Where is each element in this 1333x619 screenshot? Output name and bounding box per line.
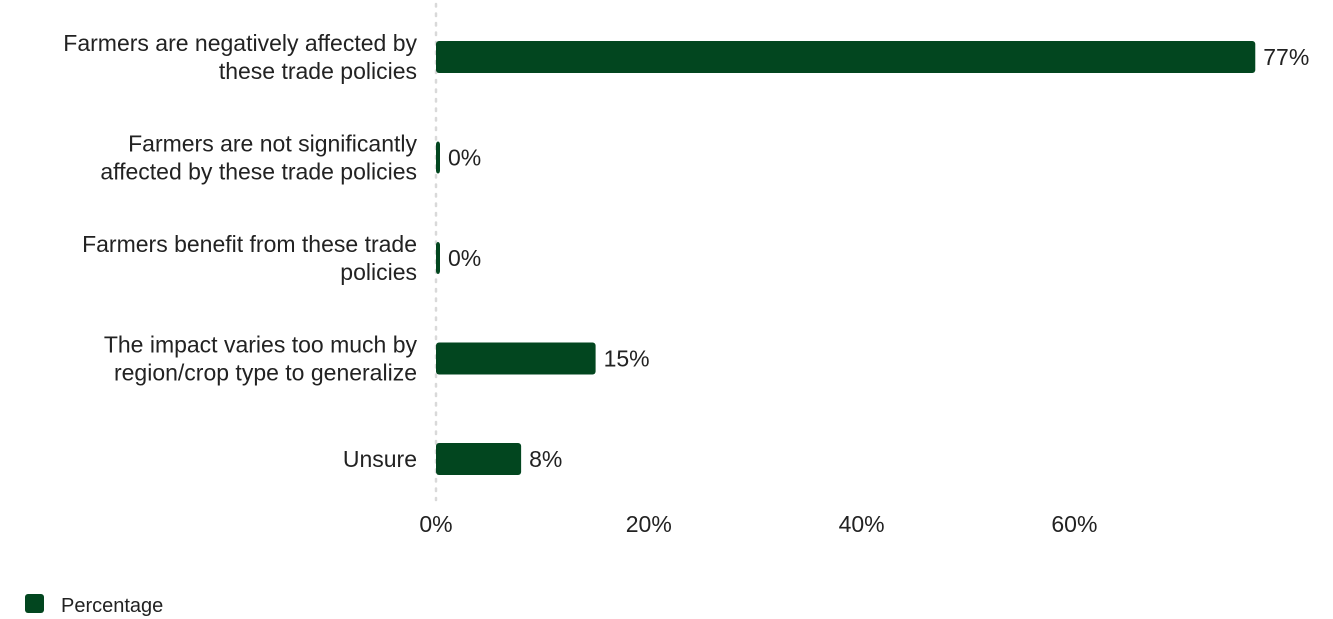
bar[interactable] <box>436 443 522 475</box>
category-label-line: these trade policies <box>219 58 417 84</box>
category-label: Farmers are negatively affected by these … <box>63 30 417 84</box>
category-label: Farmers benefit from these trade policies <box>82 231 417 285</box>
bar[interactable] <box>436 242 440 274</box>
bar[interactable] <box>436 342 596 375</box>
category-label-line: Farmers are not significantly <box>128 131 417 157</box>
data-label: 77% <box>1263 44 1309 70</box>
category-label: Unsure <box>343 446 417 472</box>
category-label-line: policies <box>340 259 417 285</box>
category-label: The impact varies too much by region/crop… <box>104 332 418 386</box>
data-label: 15% <box>604 346 650 372</box>
legend[interactable]: Percentage <box>25 594 163 617</box>
category-label-line: affected by these trade policies <box>100 159 417 185</box>
data-label: 0% <box>448 145 481 171</box>
category-labels: Farmers are negatively affected by these … <box>63 30 417 472</box>
category-label: Farmers are not significantly affected by… <box>100 131 417 185</box>
x-tick-label: 20% <box>626 511 672 537</box>
x-tick-label: 60% <box>1051 511 1097 537</box>
legend-swatch-percentage[interactable] <box>25 594 44 613</box>
data-label: 8% <box>529 446 562 472</box>
category-label-line: Unsure <box>343 446 417 472</box>
bar[interactable] <box>436 141 440 174</box>
x-axis-tick-labels: 0% 20% 40% 60% <box>419 511 1097 537</box>
data-labels: 77% 0% 0% 15% 8% <box>448 44 1309 472</box>
bars <box>436 41 1256 475</box>
bar[interactable] <box>436 41 1256 73</box>
data-label: 0% <box>448 245 481 271</box>
category-label-line: The impact varies too much by <box>104 332 418 358</box>
category-label-line: Farmers benefit from these trade <box>82 231 417 257</box>
category-label-line: Farmers are negatively affected by <box>63 30 417 56</box>
x-tick-label: 0% <box>419 511 452 537</box>
category-label-line: region/crop type to generalize <box>114 360 417 386</box>
x-tick-label: 40% <box>839 511 885 537</box>
legend-label-percentage[interactable]: Percentage <box>61 595 163 617</box>
